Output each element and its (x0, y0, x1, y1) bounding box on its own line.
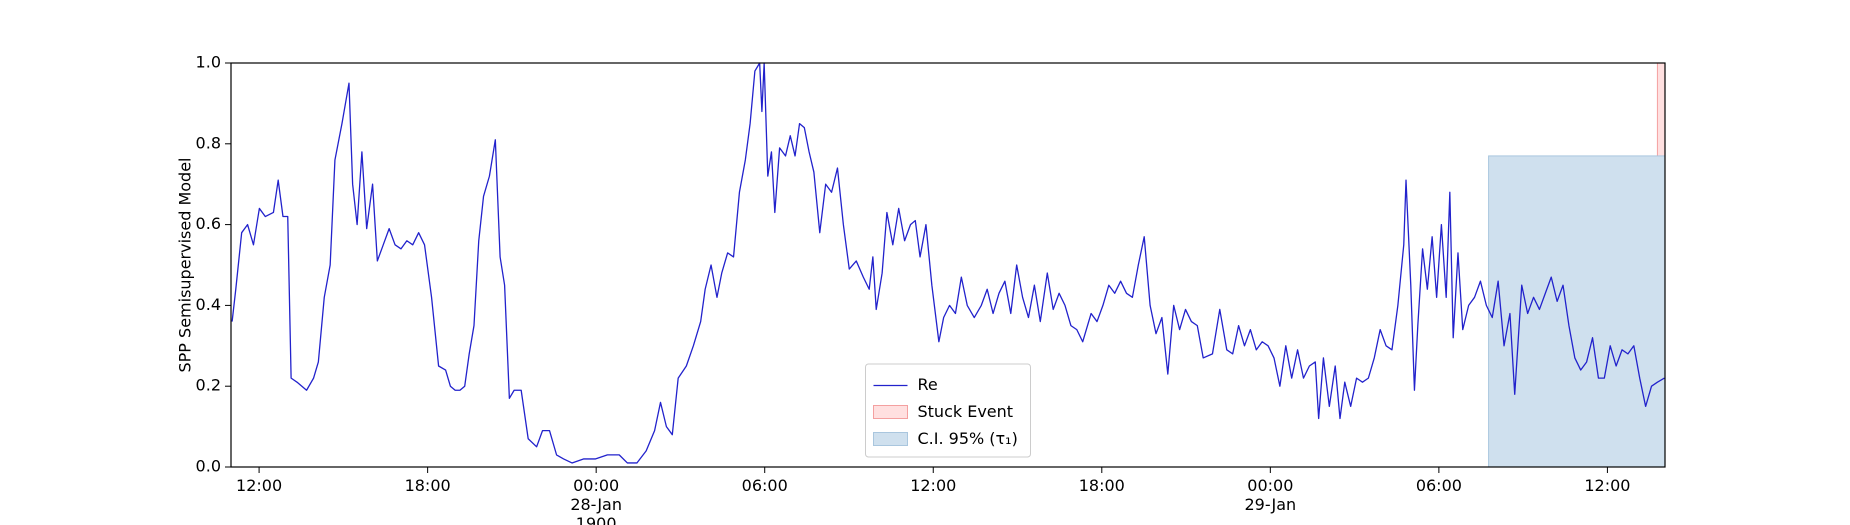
x-tick-label: 12:00 (1584, 476, 1630, 495)
y-axis-label: SPP Semisupervised Model (176, 158, 195, 373)
legend-label: C.I. 95% (τ₁) (918, 429, 1018, 448)
y-tick-label: 0.0 (196, 457, 221, 476)
x-tick-label: 12:00 (910, 476, 956, 495)
legend: Re Stuck Event C.I. 95% (τ₁) (865, 363, 1031, 458)
legend-patch (873, 405, 908, 419)
y-tick-label: 0.2 (196, 376, 221, 395)
y-tick-label: 0.6 (196, 214, 221, 233)
x-tick-label: 00:00 29-Jan (1244, 476, 1296, 514)
line (231, 62, 1665, 464)
legend-label: Stuck Event (918, 402, 1014, 421)
x-tick-label: 06:00 (742, 476, 788, 495)
legend-label: Re (918, 375, 938, 394)
x-tick-label: 06:00 (1416, 476, 1462, 495)
span (1488, 155, 1666, 468)
plot-frame (230, 62, 1666, 468)
y-tick-label: 0.8 (196, 133, 221, 152)
legend-patch (873, 432, 908, 446)
x-tick-label: 12:00 (236, 476, 282, 495)
x-tick-label: 18:00 (1079, 476, 1125, 495)
x-tick-label: 18:00 (405, 476, 451, 495)
x-tick-label: 00:00 28-Jan 1900 (570, 476, 622, 525)
y-tick-label: 0.4 (196, 295, 221, 314)
y-tick-label: 1.0 (196, 53, 221, 72)
